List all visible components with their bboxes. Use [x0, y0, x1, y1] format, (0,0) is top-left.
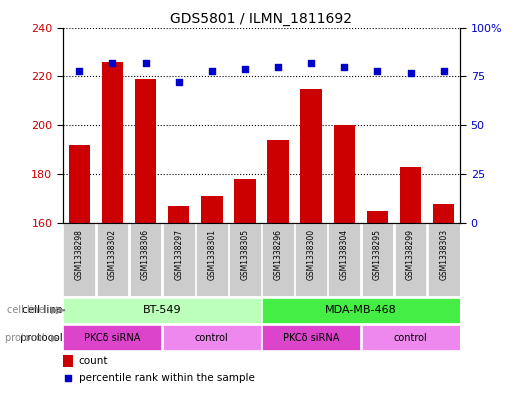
- Text: percentile rank within the sample: percentile rank within the sample: [78, 373, 255, 383]
- Bar: [361, 325, 460, 350]
- Bar: [395, 223, 426, 296]
- Bar: [262, 223, 294, 296]
- Text: GSM1338303: GSM1338303: [439, 229, 448, 280]
- Point: [274, 64, 282, 70]
- Bar: [63, 355, 73, 367]
- Bar: [262, 298, 460, 323]
- Text: BT-549: BT-549: [143, 305, 181, 315]
- Point: [406, 69, 415, 75]
- Text: GSM1338301: GSM1338301: [207, 229, 217, 280]
- Text: count: count: [78, 356, 108, 366]
- Point: [175, 79, 183, 85]
- Point: [307, 60, 315, 66]
- Bar: [130, 223, 162, 296]
- Bar: [196, 223, 228, 296]
- Bar: [400, 167, 422, 223]
- Text: GSM1338297: GSM1338297: [174, 229, 183, 280]
- Bar: [300, 89, 322, 223]
- Bar: [234, 179, 256, 223]
- Text: cell line  ▶: cell line ▶: [7, 305, 59, 315]
- Bar: [69, 145, 90, 223]
- Text: GSM1338304: GSM1338304: [340, 229, 349, 280]
- Bar: [201, 196, 223, 223]
- Bar: [163, 325, 261, 350]
- Bar: [63, 325, 162, 350]
- Text: GSM1338306: GSM1338306: [141, 229, 150, 280]
- Bar: [168, 206, 189, 223]
- Bar: [101, 62, 123, 223]
- Text: control: control: [394, 333, 427, 343]
- Point: [439, 68, 448, 74]
- Text: PKCδ siRNA: PKCδ siRNA: [84, 333, 141, 343]
- Text: GSM1338300: GSM1338300: [306, 229, 316, 280]
- Text: GSM1338299: GSM1338299: [406, 229, 415, 280]
- Text: PKCδ siRNA: PKCδ siRNA: [283, 333, 339, 343]
- Bar: [262, 325, 360, 350]
- Text: GSM1338296: GSM1338296: [274, 229, 282, 280]
- Point: [63, 375, 72, 381]
- Text: GSM1338302: GSM1338302: [108, 229, 117, 280]
- Text: GSM1338305: GSM1338305: [241, 229, 249, 280]
- Text: cell line: cell line: [22, 305, 63, 315]
- Title: GDS5801 / ILMN_1811692: GDS5801 / ILMN_1811692: [170, 13, 353, 26]
- Bar: [63, 298, 261, 323]
- Point: [373, 68, 382, 74]
- Bar: [135, 79, 156, 223]
- Bar: [428, 223, 460, 296]
- Point: [208, 68, 216, 74]
- Point: [108, 60, 117, 66]
- Bar: [267, 140, 289, 223]
- Text: GSM1338295: GSM1338295: [373, 229, 382, 280]
- Bar: [63, 223, 95, 296]
- Point: [141, 60, 150, 66]
- Point: [241, 66, 249, 72]
- Text: MDA-MB-468: MDA-MB-468: [325, 305, 397, 315]
- Bar: [97, 223, 128, 296]
- Text: control: control: [195, 333, 229, 343]
- Point: [75, 68, 84, 74]
- Text: protocol: protocol: [20, 333, 63, 343]
- Bar: [367, 211, 388, 223]
- Bar: [328, 223, 360, 296]
- Bar: [229, 223, 261, 296]
- Bar: [163, 223, 195, 296]
- Bar: [433, 204, 454, 223]
- Text: GSM1338298: GSM1338298: [75, 229, 84, 280]
- Bar: [334, 125, 355, 223]
- Bar: [295, 223, 327, 296]
- Point: [340, 64, 348, 70]
- Text: protocol  ▶: protocol ▶: [5, 333, 59, 343]
- Bar: [361, 223, 393, 296]
